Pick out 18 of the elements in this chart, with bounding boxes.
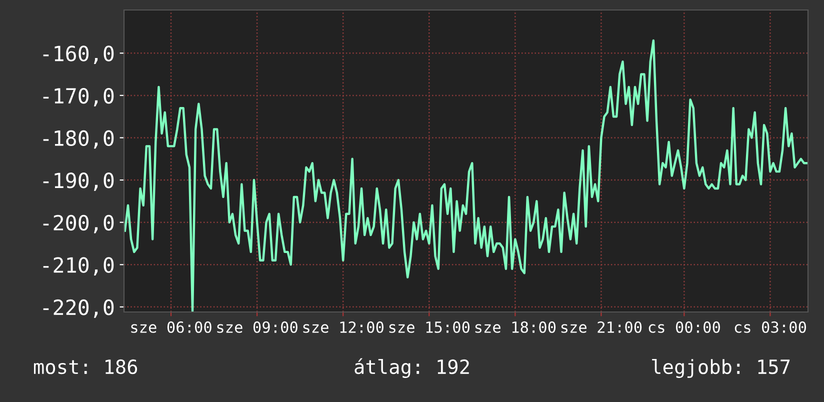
x-tick-label: sze 12:00 <box>303 321 384 333</box>
x-tick-label: sze 15:00 <box>389 321 470 333</box>
x-tick-label: cs 03:00 <box>734 321 806 333</box>
text: átlag: 192 <box>354 358 469 378</box>
x-tick-label: sze 09:00 <box>217 321 298 333</box>
text: legjobb: 157 <box>652 358 790 378</box>
text: most: 186 <box>34 359 138 374</box>
x-tick-label: sze 21:00 <box>561 321 642 333</box>
y-tick-label: -160,0 <box>43 46 114 64</box>
y-tick-label: -220,0 <box>43 299 114 318</box>
y-tick-label: -190,0 <box>43 172 114 191</box>
y-tick-label: -210,0 <box>43 257 114 276</box>
y-tick-label: -200,0 <box>43 214 114 234</box>
x-tick-label: cs 00:00 <box>648 321 720 333</box>
x-tick-label: sze 06:00 <box>131 321 212 333</box>
y-tick-label: -170,0 <box>43 88 114 106</box>
y-tick-label: -180,0 <box>43 130 114 149</box>
x-tick-label: sze 18:00 <box>475 321 556 333</box>
